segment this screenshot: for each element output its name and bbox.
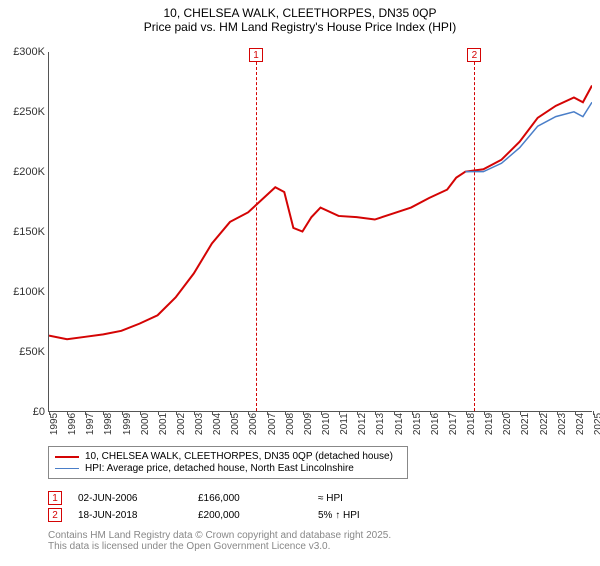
x-axis-tick: 2001 (158, 413, 169, 435)
x-axis-tick: 2023 (557, 413, 568, 435)
sale-row: 1 02-JUN-2006£166,000≈ HPI (48, 491, 438, 505)
x-axis-tick: 2025 (593, 413, 600, 435)
x-axis-tick: 1997 (85, 413, 96, 435)
sale-row-date: 02-JUN-2006 (78, 493, 198, 504)
credit-text: Contains HM Land Registry data © Crown c… (48, 530, 391, 552)
x-axis-tick: 2013 (375, 413, 386, 435)
sale-row-hpi: ≈ HPI (318, 493, 438, 504)
y-axis-tick: £200K (3, 166, 45, 178)
x-axis-tick: 1998 (103, 413, 114, 435)
sale-row-marker: 2 (48, 508, 62, 522)
x-axis-tick: 1995 (49, 413, 60, 435)
legend-item: 10, CHELSEA WALK, CLEETHORPES, DN35 0QP … (55, 451, 401, 462)
x-axis-tick: 2003 (194, 413, 205, 435)
x-axis-tick: 2021 (520, 413, 531, 435)
sale-marker-line (474, 52, 475, 411)
x-axis-tick: 1999 (122, 413, 133, 435)
x-axis-tick: 2022 (539, 413, 550, 435)
y-axis-tick: £150K (3, 226, 45, 238)
sales-table: 1 02-JUN-2006£166,000≈ HPI 2 18-JUN-2018£20… (48, 488, 438, 525)
credit-line-1: Contains HM Land Registry data © Crown c… (48, 530, 391, 541)
x-axis-tick: 2016 (430, 413, 441, 435)
x-axis-tick: 2015 (412, 413, 423, 435)
x-axis-tick: 2012 (357, 413, 368, 435)
chart-title-2: Price paid vs. HM Land Registry's House … (0, 20, 600, 34)
x-axis-tick: 1996 (67, 413, 78, 435)
x-axis-tick: 2019 (484, 413, 495, 435)
legend-item: HPI: Average price, detached house, Nort… (55, 463, 401, 474)
x-axis-tick: 2020 (502, 413, 513, 435)
x-axis-tick: 2018 (466, 413, 477, 435)
chart-container: 10, CHELSEA WALK, CLEETHORPES, DN35 0QP … (0, 6, 600, 566)
sale-row: 2 18-JUN-2018£200,0005% ↑ HPI (48, 508, 438, 522)
legend-swatch (55, 468, 79, 469)
chart-title-1: 10, CHELSEA WALK, CLEETHORPES, DN35 0QP (0, 6, 600, 20)
x-axis-tick: 2009 (303, 413, 314, 435)
y-axis-tick: £250K (3, 106, 45, 118)
sale-row-price: £166,000 (198, 493, 318, 504)
legend-label: HPI: Average price, detached house, Nort… (85, 463, 354, 474)
x-axis-tick: 2010 (321, 413, 332, 435)
x-axis-tick: 2014 (394, 413, 405, 435)
sale-row-price: £200,000 (198, 510, 318, 521)
legend-swatch (55, 456, 79, 458)
chart-legend: 10, CHELSEA WALK, CLEETHORPES, DN35 0QP … (48, 446, 408, 479)
x-axis-tick: 2005 (230, 413, 241, 435)
sale-row-marker: 1 (48, 491, 62, 505)
sale-marker-label: 1 (249, 48, 263, 62)
sale-marker-line (256, 52, 257, 411)
series-line (49, 86, 592, 340)
sale-row-hpi: 5% ↑ HPI (318, 510, 438, 521)
y-axis-tick: £0 (3, 406, 45, 418)
x-axis-tick: 2006 (248, 413, 259, 435)
x-axis-tick: 2002 (176, 413, 187, 435)
series-line (465, 102, 592, 171)
credit-line-2: This data is licensed under the Open Gov… (48, 541, 391, 552)
y-axis-tick: £300K (3, 46, 45, 58)
x-axis-tick: 2017 (448, 413, 459, 435)
sale-marker-label: 2 (467, 48, 481, 62)
x-axis-tick: 2007 (267, 413, 278, 435)
x-axis-tick: 2024 (575, 413, 586, 435)
x-axis-tick: 2004 (212, 413, 223, 435)
y-axis-tick: £100K (3, 286, 45, 298)
x-axis-tick: 2011 (339, 413, 350, 435)
x-axis-tick: 2008 (285, 413, 296, 435)
legend-label: 10, CHELSEA WALK, CLEETHORPES, DN35 0QP … (85, 451, 393, 462)
chart-svg (49, 52, 592, 411)
chart-plot-area: £0£50K£100K£150K£200K£250K£300K199519961… (48, 52, 592, 412)
sale-row-date: 18-JUN-2018 (78, 510, 198, 521)
x-axis-tick: 2000 (140, 413, 151, 435)
y-axis-tick: £50K (3, 346, 45, 358)
